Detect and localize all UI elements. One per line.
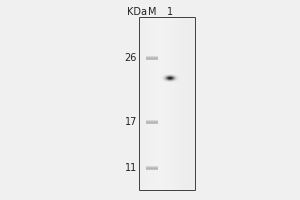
Text: 11: 11 xyxy=(125,163,137,173)
Text: 26: 26 xyxy=(124,53,137,63)
Text: KDa: KDa xyxy=(127,7,147,17)
Bar xyxy=(140,18,195,190)
Text: M: M xyxy=(148,7,156,17)
Text: 1: 1 xyxy=(167,7,173,17)
Text: 17: 17 xyxy=(124,117,137,127)
